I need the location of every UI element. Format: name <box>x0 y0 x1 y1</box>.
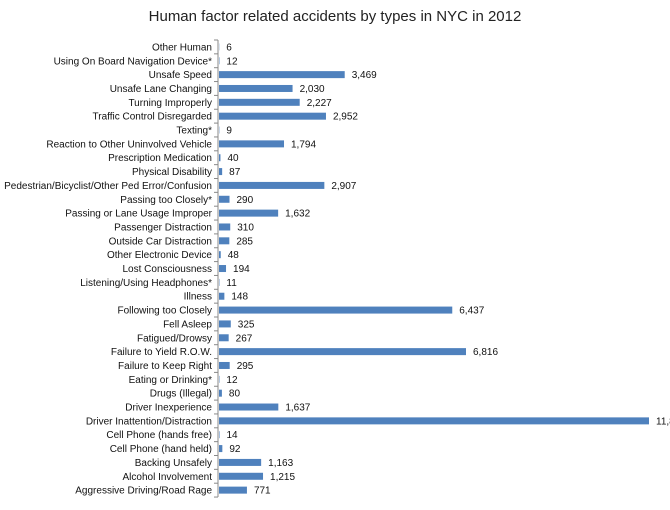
category-label: Texting* <box>176 126 212 137</box>
bar <box>219 458 262 466</box>
category-label: Physical Disability <box>132 167 212 178</box>
data-label: 148 <box>231 292 248 303</box>
data-label: 12 <box>226 56 238 67</box>
bar <box>219 195 230 203</box>
data-label: 285 <box>236 236 253 247</box>
data-label: 40 <box>227 153 239 164</box>
bar <box>219 320 231 328</box>
category-label: Traffic Control Disregarded <box>93 112 213 123</box>
data-label: 3,469 <box>352 70 377 81</box>
category-label: Turning Improperly <box>128 98 212 109</box>
data-label: 48 <box>228 250 240 261</box>
bar <box>219 486 247 494</box>
data-label: 771 <box>254 486 271 497</box>
category-label: Listening/Using Headphones* <box>80 278 212 289</box>
category-label: Failure to Keep Right <box>118 361 212 372</box>
data-label: 80 <box>229 389 241 400</box>
bar <box>219 181 325 189</box>
data-label: 290 <box>237 195 254 206</box>
data-label: 194 <box>233 264 250 275</box>
bar <box>219 348 466 356</box>
category-label: Failure to Yield R.O.W. <box>111 347 212 358</box>
category-label: Driver Inattention/Distraction <box>86 416 212 427</box>
bar <box>219 306 453 314</box>
data-label: 2,907 <box>331 181 356 192</box>
data-label: 6,816 <box>473 347 498 358</box>
data-label: 14 <box>227 430 239 441</box>
bar <box>219 154 221 162</box>
bar <box>219 98 300 106</box>
category-label: Cell Phone (hands free) <box>106 430 212 441</box>
category-label: Prescription Medication <box>108 153 212 164</box>
bar <box>219 112 326 120</box>
data-label: 1,794 <box>291 139 316 150</box>
bar <box>219 361 230 369</box>
data-label: 11 <box>226 278 237 289</box>
data-label: 6,437 <box>459 306 484 317</box>
bar <box>219 334 229 342</box>
bar <box>219 389 222 397</box>
category-label: Passing too Closely* <box>120 195 212 206</box>
bar <box>219 472 264 480</box>
data-label: 2,030 <box>300 84 325 95</box>
data-label: 1,163 <box>268 458 293 469</box>
category-label: Reaction to Other Uninvolved Vehicle <box>46 139 212 150</box>
chart-title: Human factor related accidents by types … <box>148 8 522 25</box>
data-label: 1,637 <box>285 403 310 414</box>
category-label: Fatigued/Drowsy <box>137 333 212 344</box>
bar <box>219 140 285 148</box>
category-label: Other Human <box>152 42 212 53</box>
bar <box>219 265 227 273</box>
category-label: Other Electronic Device <box>107 250 212 261</box>
bar <box>219 168 223 176</box>
bar <box>219 431 220 439</box>
category-label: Alcohol Involvement <box>123 472 213 483</box>
bar <box>219 445 223 453</box>
bar <box>219 292 225 300</box>
category-label: Pedestrian/Bicyclist/Other Ped Error/Con… <box>4 181 212 192</box>
category-label: Backing Unsafely <box>135 458 212 469</box>
bar <box>219 403 279 411</box>
data-label: 2,227 <box>307 98 332 109</box>
bar <box>219 71 345 79</box>
data-label: 2,952 <box>333 112 358 123</box>
bar <box>219 237 230 245</box>
bar <box>219 223 231 231</box>
data-label: 1,215 <box>270 472 295 483</box>
data-label: 12 <box>226 375 238 386</box>
data-label: 87 <box>229 167 241 178</box>
category-label: Unsafe Lane Changing <box>110 84 212 95</box>
category-label: Eating or Drinking* <box>129 375 212 386</box>
bar <box>219 417 649 425</box>
category-label: Illness <box>184 292 212 303</box>
category-label: Using On Board Navigation Device* <box>54 56 213 67</box>
bar <box>219 84 293 92</box>
category-label: Cell Phone (hand held) <box>110 444 212 455</box>
category-label: Fell Asleep <box>163 319 212 330</box>
category-label: Outside Car Distraction <box>109 236 212 247</box>
category-label: Unsafe Speed <box>149 70 212 81</box>
data-label: 310 <box>237 222 254 233</box>
data-label: 295 <box>237 361 254 372</box>
data-label: 92 <box>229 444 241 455</box>
category-label: Drugs (Illegal) <box>150 389 212 400</box>
category-label: Following too Closely <box>118 306 213 317</box>
bar <box>219 209 279 217</box>
data-label: 267 <box>236 333 253 344</box>
category-label: Passenger Distraction <box>114 222 212 233</box>
data-label: 11,866 <box>656 416 670 427</box>
data-label: 1,632 <box>285 209 310 220</box>
data-label: 9 <box>226 126 232 137</box>
data-label: 6 <box>226 42 232 53</box>
category-label: Aggressive Driving/Road Rage <box>75 486 212 497</box>
category-label: Driver Inexperience <box>125 403 212 414</box>
category-label: Passing or Lane Usage Improper <box>65 209 212 220</box>
category-label: Lost Consciousness <box>123 264 213 275</box>
data-label: 325 <box>238 319 255 330</box>
bar <box>219 251 221 259</box>
